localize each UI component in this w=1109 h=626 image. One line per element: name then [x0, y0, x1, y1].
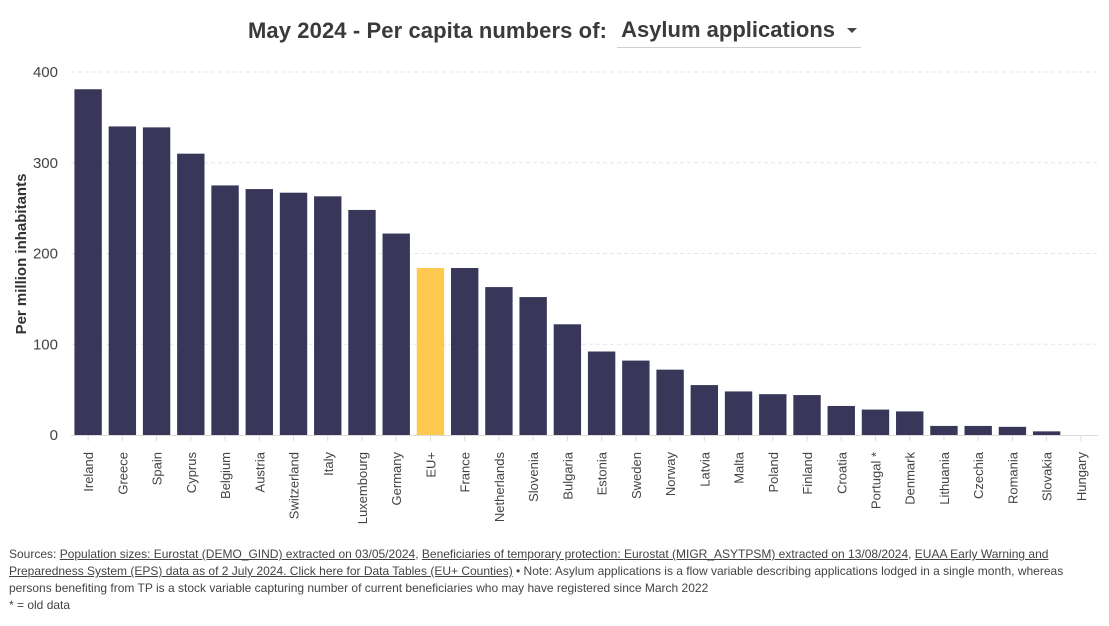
- source-link-euaa-eps[interactable]: EUAA Early Warning and Preparedness Syst…: [9, 547, 1049, 578]
- x-tick-label: Bulgaria: [560, 451, 575, 499]
- sources-prefix: Sources:: [9, 547, 60, 561]
- bar-slovakia[interactable]: [1032, 431, 1061, 435]
- separator: ,: [415, 547, 422, 561]
- x-tick-label: Spain: [150, 452, 165, 485]
- x-tick-label: Germany: [389, 452, 404, 506]
- y-tick-label: 0: [50, 427, 58, 444]
- bar-latvia[interactable]: [690, 385, 719, 435]
- y-tick-label: 400: [33, 64, 58, 81]
- bar-finland[interactable]: [793, 395, 821, 435]
- bar-luxembourg[interactable]: [348, 209, 376, 435]
- x-tick-label: Belgium: [218, 452, 233, 499]
- x-tick-label: Denmark: [903, 452, 918, 505]
- gridlines: [71, 71, 1098, 345]
- x-tick-label: Luxembourg: [355, 452, 370, 524]
- title-prefix: May 2024 - Per capita numbers of:: [247, 18, 608, 43]
- footnote-note: • Note: Asylum applications is a flow va…: [9, 564, 1064, 595]
- x-tick-label: Netherlands: [492, 452, 507, 523]
- bar-chart: 0 100 200 300 400 Ireland Greece Spain Cyprus Bel…: [13, 64, 1098, 524]
- x-tick-label: Poland: [766, 452, 781, 492]
- bar-slovenia[interactable]: [519, 297, 547, 435]
- bar-france[interactable]: [450, 268, 479, 435]
- bar-poland[interactable]: [759, 394, 787, 435]
- bar-spain[interactable]: [142, 127, 171, 436]
- y-tick-label: 100: [33, 336, 58, 353]
- x-tick-label: Switzerland: [287, 452, 302, 519]
- bar-austria[interactable]: [245, 189, 273, 435]
- x-tick-label: Italy: [321, 452, 336, 476]
- sources-text: Sources: Population sizes: Eurostat (DEM…: [9, 546, 1101, 597]
- x-tick-label: Cyprus: [184, 452, 199, 494]
- indicator-dropdown-value: Asylum applications: [621, 16, 836, 42]
- bar-denmark[interactable]: [896, 411, 924, 435]
- bar-ireland[interactable]: [74, 89, 102, 436]
- x-tick-label: Latvia: [697, 451, 712, 486]
- x-tick-label: Estonia: [595, 451, 610, 495]
- bar-norway[interactable]: [656, 369, 684, 435]
- bar-cyprus[interactable]: [177, 153, 205, 436]
- bar-romania[interactable]: [998, 426, 1027, 435]
- x-tick-label: EU+: [423, 452, 438, 478]
- source-link-population[interactable]: Population sizes: Eurostat (DEMO_GIND) e…: [59, 547, 416, 561]
- x-tick-label: Portugal *: [868, 452, 883, 509]
- bar-italy[interactable]: [314, 196, 342, 435]
- bar-switzerland[interactable]: [279, 192, 308, 435]
- x-tick-label: Romania: [1005, 451, 1020, 504]
- bar-czechia[interactable]: [964, 425, 992, 435]
- bar-greece[interactable]: [108, 126, 137, 435]
- chart-title: May 2024 - Per capita numbers of: Asylum…: [0, 14, 1109, 48]
- bar-bulgaria[interactable]: [553, 324, 582, 435]
- x-tick-label: Lithuania: [937, 451, 952, 505]
- x-tick-label: France: [458, 452, 473, 492]
- bar-belgium[interactable]: [211, 185, 239, 435]
- bars: [74, 89, 1061, 436]
- x-tick-label: Austria: [252, 451, 267, 492]
- x-tick-label: Malta: [732, 451, 747, 484]
- y-tick-label: 200: [33, 246, 58, 263]
- bar-germany[interactable]: [382, 233, 410, 435]
- separator: ,: [908, 547, 915, 561]
- bar-malta[interactable]: [724, 391, 753, 435]
- bar-eu+[interactable]: [416, 268, 445, 435]
- x-tick-label: Norway: [663, 452, 678, 497]
- x-tick-label: Finland: [800, 452, 815, 495]
- source-link-temporary-protection[interactable]: Beneficiaries of temporary protection: E…: [421, 547, 909, 561]
- footer-sources: Sources: Population sizes: Eurostat (DEM…: [9, 546, 1101, 614]
- bar-croatia[interactable]: [827, 405, 855, 435]
- bar-sweden[interactable]: [622, 360, 650, 435]
- bar-estonia[interactable]: [587, 351, 616, 435]
- axes: 0 100 200 300 400 Ireland Greece Spain Cyprus Bel…: [33, 64, 1098, 524]
- x-tick-label: Czechia: [971, 451, 986, 499]
- x-tick-label: Slovenia: [526, 451, 541, 502]
- chevron-down-icon: [847, 28, 858, 33]
- x-tick-label: Hungary: [1074, 452, 1089, 502]
- y-axis-title: Per million inhabitants: [13, 174, 30, 335]
- old-data-note: * = old data: [9, 598, 71, 612]
- x-tick-label: Ireland: [81, 452, 96, 492]
- x-tick-label: Croatia: [834, 451, 849, 494]
- indicator-dropdown[interactable]: Asylum applications: [617, 15, 862, 48]
- bar-portugal[interactable]: [861, 409, 890, 435]
- x-tick-label: Greece: [115, 452, 130, 495]
- bar-lithuania[interactable]: [930, 425, 958, 435]
- y-tick-label: 300: [33, 155, 58, 172]
- bar-netherlands[interactable]: [485, 287, 513, 435]
- x-tick-label: Slovakia: [1040, 451, 1055, 501]
- x-tick-label: Sweden: [629, 452, 644, 499]
